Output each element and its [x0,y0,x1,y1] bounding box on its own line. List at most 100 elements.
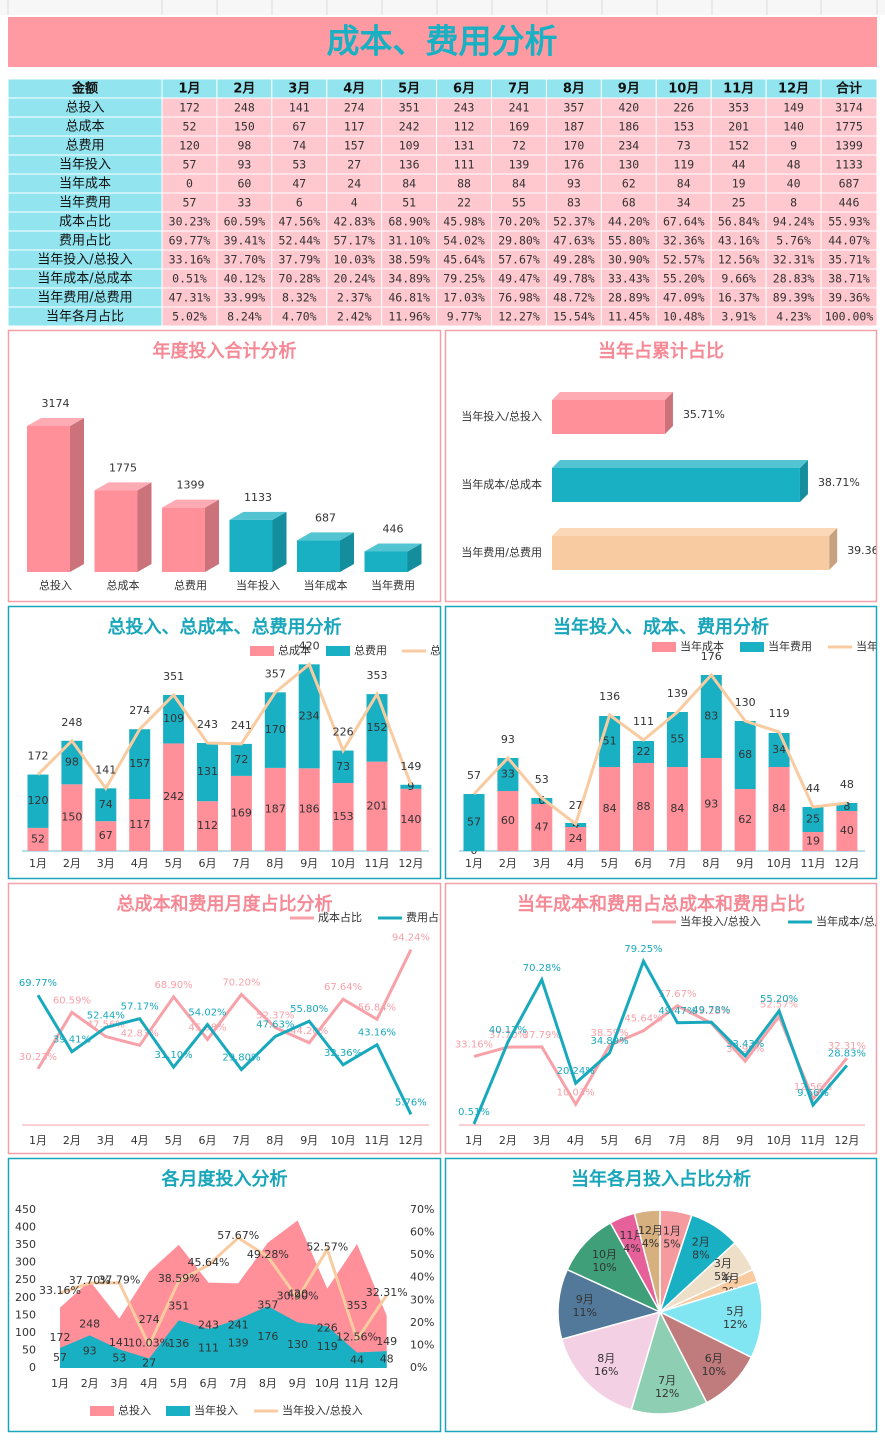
slice-label: 11月 [619,1229,644,1242]
cell-value: 420 [618,101,639,115]
value-label: 20.24% [557,1066,595,1077]
cell-value: 83 [567,196,581,210]
value-label: 248 [61,716,82,729]
bar-side [829,528,838,570]
value-label: 24 [569,832,583,845]
legend-label: 当年成本/总成本 [816,914,885,928]
value-label: 52.37% [256,1011,294,1022]
value-label: 45.64% [624,1014,662,1025]
value-label: 93 [704,798,718,811]
column-header: 11月 [723,82,754,97]
bar [552,468,800,502]
value-label: 141 [109,1336,130,1349]
value-label: 44 [806,782,820,795]
value-label: 141 [95,763,116,776]
value-label: 120 [28,794,49,807]
legend-swatch [740,642,764,652]
value-label: 28.83% [828,1048,866,1059]
cell-value: 49.78% [553,272,595,286]
cell-value: 38.71% [828,272,870,286]
legend-label: 总投入 [430,643,463,657]
cell-value: 68 [622,196,636,210]
cell-value: 25 [732,196,746,210]
x-tick-label: 当年成本 [304,578,348,592]
cell-value: 44.07% [828,234,870,248]
value-label: 67 [99,829,113,842]
bar-top [552,528,838,536]
legend-label: 总成本 [278,643,311,657]
value-label: 1133 [244,491,272,504]
value-label: 48 [380,1353,394,1366]
x-tick-label: 1月 [465,1134,483,1147]
cell-value: 33 [237,196,251,210]
row-label: 总成本 [65,120,104,135]
value-label: 172 [50,1331,71,1344]
value-label: 52.57% [760,999,798,1010]
x-tick-label: 5月 [601,857,619,870]
bar [552,536,830,570]
value-label: 45.64% [188,1256,230,1269]
cell-value: 53 [292,158,306,172]
cell-value: 9.66% [721,272,756,286]
value-label: 152 [367,721,388,734]
bar-segment [27,827,49,851]
cell-value: 57.67% [498,253,540,267]
value-label: 88 [637,800,651,813]
legend-label: 当年成本 [680,639,724,653]
x-tick-label: 10月 [331,857,356,870]
value-label: 33.43% [726,1039,764,1050]
x-tick-label: 11月 [801,857,826,870]
value-label: 12.56% [336,1331,378,1344]
cell-value: 152 [728,139,749,153]
cell-value: 17.03% [443,291,485,305]
value-label: 39.36% [847,544,885,557]
legend-label: 当年费用 [768,639,812,653]
cell-value: 140 [783,120,804,134]
value-label: 242 [163,790,184,803]
value-label: 33 [501,768,515,781]
bar-side [407,543,422,572]
column-header: 1月 [178,82,200,97]
x-tick-label: 5月 [165,1134,183,1147]
cell-value: 157 [344,139,365,153]
bar-segment [163,743,185,851]
value-label: 136 [599,690,620,703]
x-tick-label: 5月 [165,857,183,870]
pie-slice [560,1310,662,1411]
cell-value: 169 [509,120,530,134]
slice-label: 10月 [592,1248,617,1261]
bar-segment [61,784,83,851]
cell-value: 130 [618,158,639,172]
column-header: 10月 [668,82,699,97]
value-label: 353 [367,669,388,682]
value-label: 32.31% [366,1286,408,1299]
column-header: 金额 [71,81,98,97]
y-tick-label: 350 [15,1238,36,1251]
x-tick-label: 1月 [51,1377,69,1390]
y-tick-label: 450 [15,1203,36,1216]
value-label: 34 [772,743,786,756]
x-tick-label: 10月 [331,1134,356,1147]
slice-value: 10% [592,1261,616,1274]
row-label: 总费用 [65,139,104,154]
y2-tick-label: 10% [410,1338,434,1351]
x-tick-label: 3月 [533,1134,551,1147]
value-label: 357 [257,1298,278,1311]
bar-segment [129,729,151,799]
title-band [8,17,877,67]
cell-value: 12.27% [498,310,540,324]
cell-value: 33.99% [224,291,266,305]
x-tick-label: 总费用 [174,578,207,592]
value-label: 38.59% [158,1272,200,1285]
bar-side [664,392,673,434]
value-label: 176 [257,1330,278,1343]
cell-value: 32.36% [663,234,705,248]
chart: 总投入、总成本、总费用分析 1月 2月 3月 4月 5月 6月 7月 8月 9月 10月 11月 12月… [22,616,463,870]
y-tick-label: 当年成本/总成本 [461,477,542,491]
value-label: 351 [163,670,184,683]
value-label: 55.80% [290,1004,328,1015]
row-label: 当年成本/总成本 [37,272,132,287]
bar-top [364,543,422,552]
value-label: 84 [670,802,684,815]
